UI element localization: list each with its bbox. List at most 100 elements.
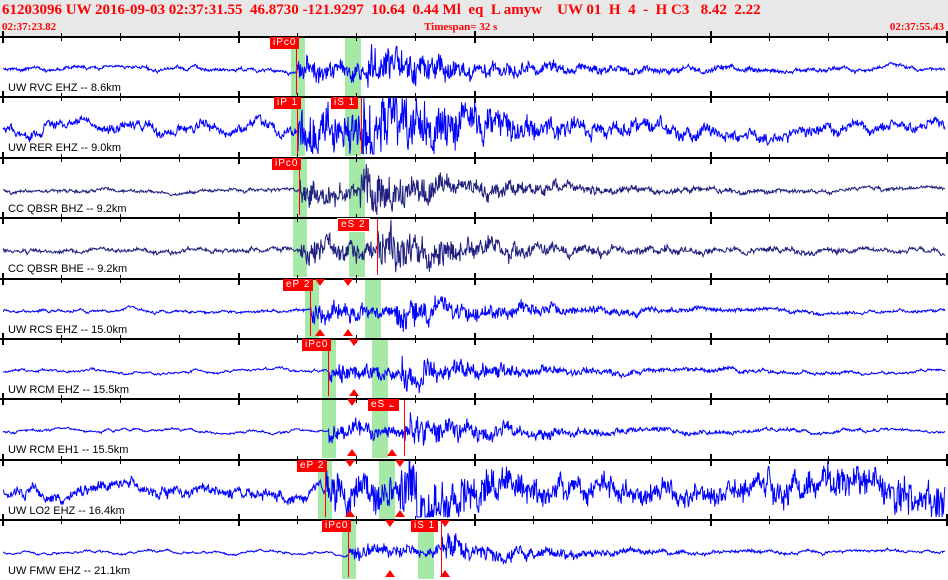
pick-line[interactable] xyxy=(348,521,349,577)
pick-label-ep2[interactable]: eP 2 xyxy=(283,279,314,291)
pick-label-is1[interactable]: iS 1 xyxy=(411,520,439,532)
axis-tick xyxy=(120,33,121,41)
axis-tick xyxy=(887,93,888,101)
axis-tick xyxy=(651,275,652,283)
axis-tick xyxy=(828,93,829,101)
trace-row[interactable]: iPc0 UW RCM EHZ -- 15.5km xyxy=(0,333,948,398)
axis-tick xyxy=(2,333,4,345)
pick-window-band xyxy=(305,278,319,338)
start-time-label: 02:37:23.82 xyxy=(2,21,57,33)
pick-label-ipc0[interactable]: iPc0 xyxy=(302,339,332,351)
axis-tick xyxy=(2,273,4,285)
pick-line[interactable] xyxy=(296,38,297,94)
phase-marker-icon xyxy=(349,389,359,396)
axis-tick xyxy=(179,154,180,162)
pick-label-is1[interactable]: iS 1 xyxy=(331,97,359,109)
phase-marker-icon xyxy=(345,510,355,517)
axis-tick xyxy=(120,335,121,343)
waveform-plot-area[interactable]: iPc0 UW RVC EHZ -- 8.6km iP 1 iS 1 UW RER EH… xyxy=(0,31,948,580)
axis-tick xyxy=(179,214,180,222)
axis-tick xyxy=(710,454,712,466)
pick-line[interactable] xyxy=(377,219,378,275)
axis-tick xyxy=(238,454,240,466)
axis-tick xyxy=(238,393,240,405)
axis-tick xyxy=(474,514,476,526)
axis-tick xyxy=(887,214,888,222)
phase-marker-icon xyxy=(343,279,353,286)
axis-tick xyxy=(828,516,829,524)
axis-tick xyxy=(356,275,357,283)
axis-tick xyxy=(710,152,712,164)
axis-tick xyxy=(828,154,829,162)
pick-label-ipc0[interactable]: iPc0 xyxy=(270,37,300,49)
trace-row[interactable]: eP 2 UW RCS EHZ -- 15.0km xyxy=(0,273,948,338)
axis-tick xyxy=(179,516,180,524)
axis-tick xyxy=(356,456,357,464)
axis-tick xyxy=(2,454,4,466)
pick-label-ip1[interactable]: iP 1 xyxy=(274,97,302,109)
axis-tick xyxy=(946,333,948,345)
axis-tick xyxy=(592,214,593,222)
axis-tick xyxy=(297,335,298,343)
pick-line[interactable] xyxy=(328,340,329,396)
event-title: 61203096 UW 2016-09-03 02:37:31.55 46.87… xyxy=(2,2,761,18)
axis-tick xyxy=(710,273,712,285)
axis-tick xyxy=(828,275,829,283)
station-label: CC QBSR BHE -- 9.2km xyxy=(8,263,128,275)
axis-tick xyxy=(769,93,770,101)
axis-tick xyxy=(238,91,240,103)
axis-tick xyxy=(828,395,829,403)
pick-line[interactable] xyxy=(297,98,298,154)
pick-window-band xyxy=(379,459,395,519)
axis-tick xyxy=(474,454,476,466)
pick-window-band xyxy=(322,338,336,398)
axis-tick xyxy=(533,154,534,162)
trace-row[interactable]: iPc0 iS 1 UW FMW EHZ -- 21.1km xyxy=(0,514,948,579)
axis-tick xyxy=(2,212,4,224)
axis-tick xyxy=(592,154,593,162)
pick-line[interactable] xyxy=(441,521,442,577)
axis-tick xyxy=(533,395,534,403)
axis-tick xyxy=(651,456,652,464)
pick-label-ep2[interactable]: eP 2 xyxy=(297,460,328,472)
pick-label-ipc0[interactable]: iPc0 xyxy=(322,520,352,532)
pick-line[interactable] xyxy=(361,98,362,154)
axis-tick xyxy=(769,456,770,464)
axis-tick xyxy=(474,273,476,285)
axis-tick xyxy=(61,275,62,283)
axis-tick xyxy=(120,395,121,403)
axis-tick xyxy=(592,456,593,464)
axis-tick xyxy=(297,214,298,222)
pick-line[interactable] xyxy=(310,280,311,336)
axis-tick xyxy=(946,91,948,103)
axis-tick xyxy=(769,395,770,403)
trace-row[interactable]: iPc0 CC QBSR BHZ -- 9.2km xyxy=(0,152,948,217)
axis-tick xyxy=(179,33,180,41)
pick-line[interactable] xyxy=(299,159,300,215)
axis-tick xyxy=(474,333,476,345)
axis-tick xyxy=(120,214,121,222)
phase-marker-icon xyxy=(343,329,353,336)
axis-tick xyxy=(238,212,240,224)
pick-window-band xyxy=(345,36,361,96)
axis-tick xyxy=(61,93,62,101)
axis-tick xyxy=(238,152,240,164)
waveform-trace xyxy=(2,532,946,565)
phase-marker-icon xyxy=(395,510,405,517)
axis-tick xyxy=(415,214,416,222)
trace-row[interactable]: eS 2 UW RCM EH1 -- 15.5km xyxy=(0,393,948,458)
pick-label-es2[interactable]: eS 2 xyxy=(337,218,370,232)
phase-marker-icon xyxy=(385,570,395,577)
trace-row[interactable]: iP 1 iS 1 UW RER EHZ -- 9.0km xyxy=(0,91,948,156)
trace-row[interactable]: iPc0 UW RVC EHZ -- 8.6km xyxy=(0,31,948,96)
trace-row[interactable]: eS 2 CC QBSR BHE -- 9.2km xyxy=(0,212,948,277)
pick-line[interactable] xyxy=(325,461,326,517)
axis-tick xyxy=(238,273,240,285)
pick-label-ipc0[interactable]: iPc0 xyxy=(272,158,302,170)
pick-line[interactable] xyxy=(404,400,405,456)
axis-tick xyxy=(179,93,180,101)
pick-window-band xyxy=(372,398,388,458)
axis-tick xyxy=(415,335,416,343)
trace-row[interactable]: eP 2 UW LO2 EHZ -- 16.4km xyxy=(0,454,948,519)
